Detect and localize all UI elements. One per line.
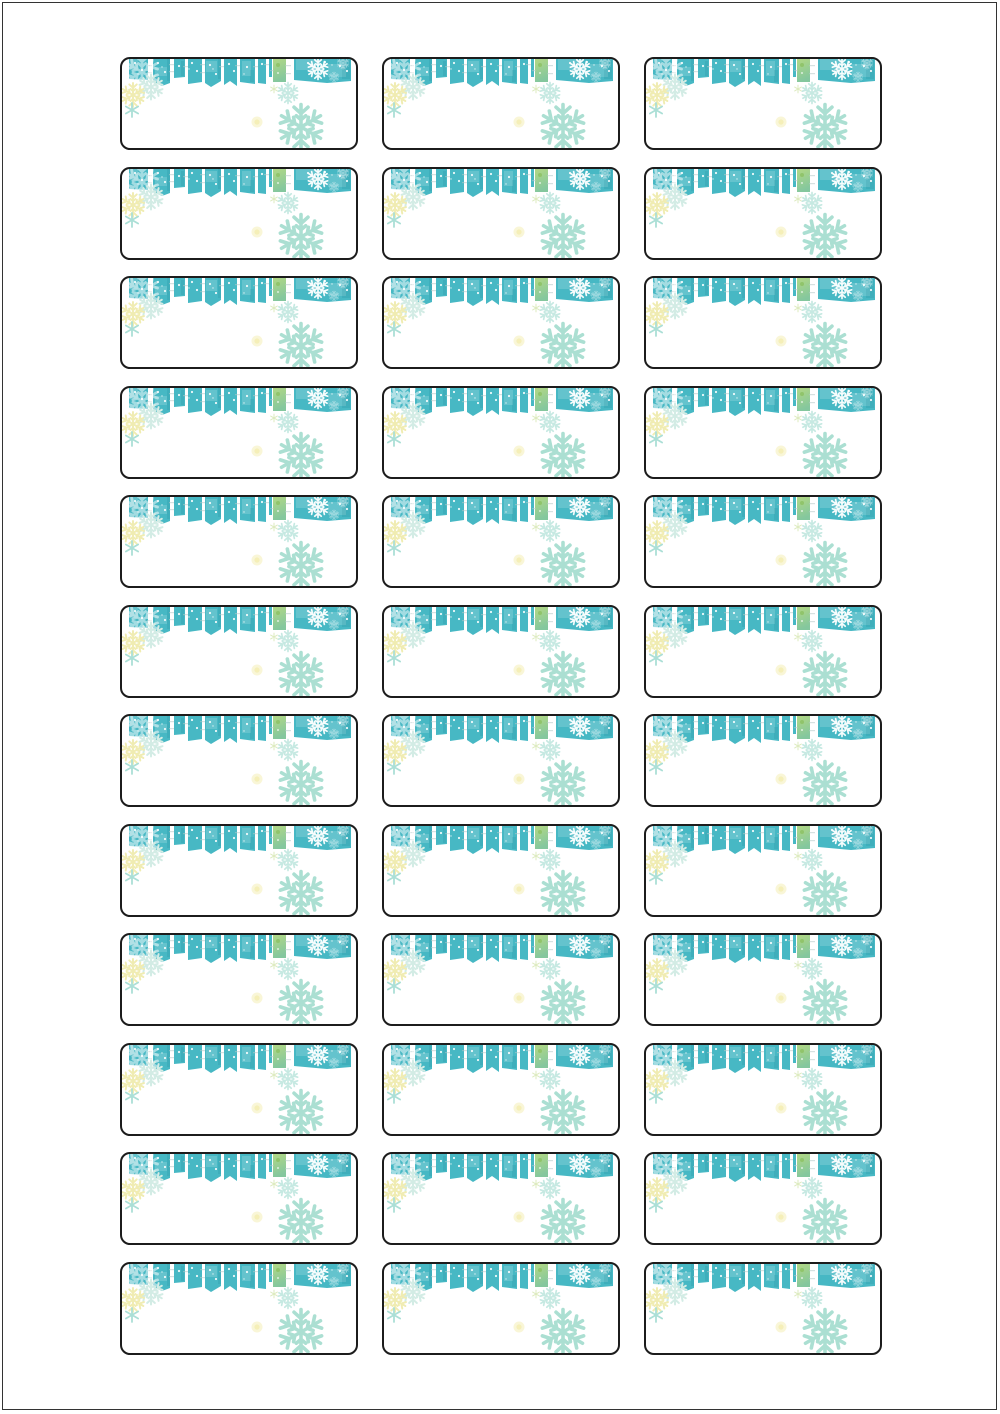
address-label [120, 1261, 358, 1355]
label-decoration banner-garland snowflake-icon [384, 1264, 618, 1353]
label-decoration banner-garland snowflake-icon [646, 1264, 880, 1353]
address-label [644, 276, 882, 369]
address-label [382, 823, 620, 917]
address-label [120, 823, 358, 917]
address-label [644, 933, 882, 1026]
address-label [382, 933, 620, 1026]
address-label [120, 714, 358, 807]
address-label [120, 276, 358, 369]
address-label [382, 714, 620, 807]
address-label [120, 385, 358, 479]
address-label [644, 57, 882, 150]
address-label [644, 823, 882, 917]
label-decoration banner-garland snowflake-icon [646, 59, 880, 148]
label-decoration banner-garland snowflake-icon [646, 1154, 880, 1243]
label-grid [120, 57, 882, 1355]
label-decoration banner-garland snowflake-icon [646, 388, 880, 477]
label-decoration banner-garland snowflake-icon [646, 935, 880, 1024]
address-label [120, 1042, 358, 1136]
label-decoration banner-garland snowflake-icon [646, 278, 880, 367]
label-decoration banner-garland snowflake-icon [122, 826, 356, 915]
address-label [120, 495, 358, 588]
label-decoration banner-garland snowflake-icon [384, 59, 618, 148]
address-label [382, 166, 620, 260]
address-label [644, 1152, 882, 1245]
address-label [644, 1042, 882, 1136]
address-label [120, 933, 358, 1026]
label-decoration banner-garland snowflake-icon [384, 278, 618, 367]
label-decoration banner-garland snowflake-icon [122, 716, 356, 805]
label-decoration banner-garland snowflake-icon [122, 497, 356, 586]
label-decoration banner-garland snowflake-icon [384, 935, 618, 1024]
address-label [382, 1042, 620, 1136]
address-label [382, 495, 620, 588]
address-label [120, 1152, 358, 1245]
label-decoration banner-garland snowflake-icon [384, 169, 618, 258]
label-decoration banner-garland snowflake-icon [122, 1154, 356, 1243]
address-label [644, 385, 882, 479]
label-decoration banner-garland snowflake-icon [122, 278, 356, 367]
label-decoration banner-garland snowflake-icon [646, 1045, 880, 1134]
label-decoration banner-garland snowflake-icon [122, 169, 356, 258]
address-label [382, 276, 620, 369]
label-decoration banner-garland snowflake-icon [384, 1045, 618, 1134]
label-decoration banner-garland snowflake-icon [122, 1264, 356, 1353]
label-decoration banner-garland snowflake-icon [384, 497, 618, 586]
label-decoration banner-garland snowflake-icon [122, 607, 356, 696]
label-decoration banner-garland snowflake-icon [384, 388, 618, 477]
label-decoration banner-garland snowflake-icon [384, 826, 618, 915]
address-label [644, 604, 882, 698]
address-label [120, 166, 358, 260]
address-label [120, 57, 358, 150]
address-label [382, 385, 620, 479]
label-decoration banner-garland snowflake-icon [646, 497, 880, 586]
label-decoration banner-garland snowflake-icon [122, 1045, 356, 1134]
address-label [644, 1261, 882, 1355]
label-decoration banner-garland snowflake-icon [646, 607, 880, 696]
label-decoration banner-garland snowflake-icon [384, 716, 618, 805]
label-decoration banner-garland snowflake-icon [646, 826, 880, 915]
address-label [382, 604, 620, 698]
address-label [644, 714, 882, 807]
address-label [120, 604, 358, 698]
label-decoration banner-garland snowflake-icon [122, 388, 356, 477]
label-decoration banner-garland snowflake-icon [122, 59, 356, 148]
label-decoration banner-garland snowflake-icon [646, 169, 880, 258]
address-label [644, 495, 882, 588]
label-decoration banner-garland snowflake-icon [384, 607, 618, 696]
label-decoration banner-garland snowflake-icon [384, 1154, 618, 1243]
label-decoration banner-garland snowflake-icon [122, 935, 356, 1024]
label-decoration banner-garland snowflake-icon [646, 716, 880, 805]
address-label [382, 1152, 620, 1245]
address-label [644, 166, 882, 260]
address-label [382, 57, 620, 150]
address-label [382, 1261, 620, 1355]
